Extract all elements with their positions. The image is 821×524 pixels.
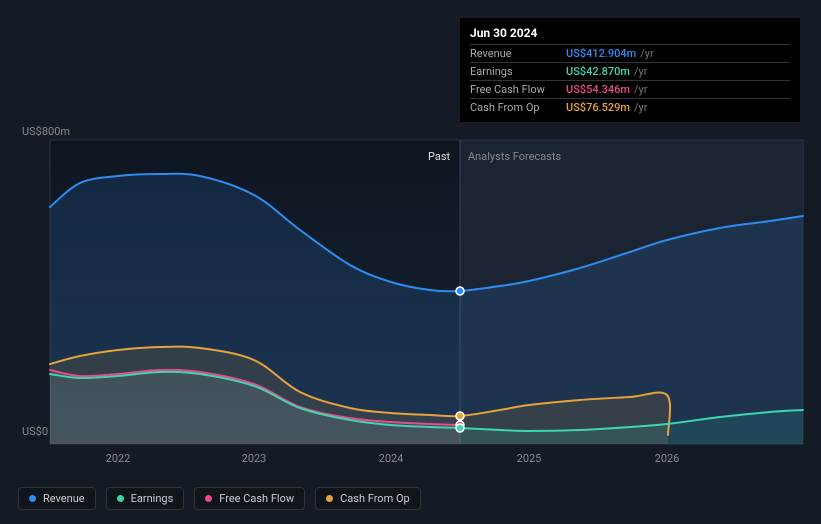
x-axis-label: 2022 (106, 452, 131, 465)
legend-dot-icon (205, 495, 212, 502)
tooltip-row-value: US$42.870m (566, 65, 630, 78)
legend-dot-icon (29, 495, 36, 502)
x-axis-label: 2025 (517, 452, 542, 465)
legend-item[interactable]: Revenue (18, 487, 96, 510)
tooltip-row-value: US$412.904m (566, 47, 636, 60)
tooltip-row-label: Free Cash Flow (470, 83, 566, 96)
tooltip-row: EarningsUS$42.870m/yr (470, 62, 790, 80)
legend: Revenue Earnings Free Cash Flow Cash From O… (18, 487, 421, 510)
legend-item[interactable]: Earnings (106, 487, 185, 510)
tooltip-row-value: US$54.346m (566, 83, 630, 96)
forecast-label: Analysts Forecasts (468, 150, 561, 163)
tooltip-row-unit: /yr (634, 83, 647, 96)
x-axis-label: 2024 (379, 452, 404, 465)
tooltip-row: RevenueUS$412.904m/yr (470, 44, 790, 62)
tooltip-row-value: US$76.529m (566, 101, 630, 114)
tooltip-row: Free Cash FlowUS$54.346m/yr (470, 80, 790, 98)
y-axis-label-top: US$800m (22, 125, 70, 138)
tooltip-row-label: Cash From Op (470, 101, 566, 114)
tooltip-row-label: Revenue (470, 47, 566, 60)
x-axis-label: 2023 (242, 452, 267, 465)
x-axis-label: 2026 (655, 452, 680, 465)
legend-label: Revenue (43, 492, 85, 505)
y-axis-label-bottom: US$0 (22, 425, 48, 438)
tooltip-row-unit: /yr (640, 47, 653, 60)
tooltip-row-label: Earnings (470, 65, 566, 78)
tooltip-date: Jun 30 2024 (470, 26, 790, 40)
tooltip-row: Cash From OpUS$76.529m/yr (470, 98, 790, 116)
legend-dot-icon (117, 495, 124, 502)
legend-item[interactable]: Cash From Op (315, 487, 421, 510)
legend-label: Free Cash Flow (219, 492, 294, 505)
legend-label: Cash From Op (340, 492, 410, 505)
financial-chart: US$800m US$0 Past Analysts Forecasts 202… (0, 0, 821, 524)
tooltip: Jun 30 2024 RevenueUS$412.904m/yrEarning… (460, 18, 800, 122)
past-label: Past (428, 150, 450, 163)
tooltip-row-unit: /yr (634, 65, 647, 78)
legend-dot-icon (326, 495, 333, 502)
tooltip-row-unit: /yr (634, 101, 647, 114)
legend-item[interactable]: Free Cash Flow (194, 487, 305, 510)
legend-label: Earnings (131, 492, 174, 505)
